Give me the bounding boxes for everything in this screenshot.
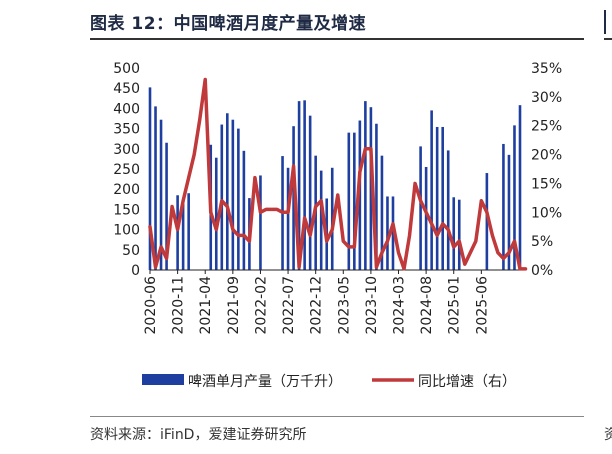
chart: 0 50 100 150 200 250 300 350 400 450 500 0% 5% 10% 15… bbox=[113, 61, 562, 390]
y-left-tick-label: 150 bbox=[113, 202, 140, 218]
bar bbox=[518, 105, 522, 270]
next-panel-source-edge: 资 bbox=[604, 427, 612, 442]
chart-title: 图表 12：中国啤酒月度产量及增速 bbox=[90, 14, 367, 34]
y-right-tick-label: 10% bbox=[531, 205, 562, 221]
bar bbox=[237, 128, 240, 270]
bar bbox=[380, 155, 384, 270]
bar bbox=[220, 124, 224, 270]
y-left-tick-label: 0 bbox=[131, 263, 140, 279]
source-note: 资料来源：iFinD，爱建证券研究所 bbox=[90, 427, 307, 443]
bar bbox=[303, 100, 306, 270]
x-tick-label: 2025-01 bbox=[447, 276, 463, 335]
bar bbox=[214, 157, 218, 270]
x-axis-ticks: 2020-06 2020-11 2021-04 2021-09 2022-02 2022-… bbox=[143, 270, 490, 335]
bar bbox=[159, 119, 163, 271]
x-tick-label: 2024-08 bbox=[419, 276, 435, 335]
bar bbox=[165, 142, 168, 270]
bar bbox=[319, 170, 323, 270]
bar bbox=[386, 196, 389, 270]
y-left-tick-label: 300 bbox=[113, 142, 140, 158]
growth-line bbox=[148, 77, 528, 271]
y-left-tick-label: 100 bbox=[113, 223, 140, 239]
x-tick-label: 2023-10 bbox=[364, 276, 380, 335]
bar bbox=[424, 166, 428, 270]
bar bbox=[242, 150, 246, 270]
y-left-tick-label: 50 bbox=[122, 243, 140, 259]
bar bbox=[457, 199, 461, 270]
y-right-tick-label: 20% bbox=[531, 148, 562, 164]
bar-series bbox=[148, 87, 522, 271]
y-right-tick-label: 35% bbox=[531, 61, 562, 77]
legend-bar-swatch bbox=[142, 374, 184, 385]
title-bar: 图表 12：中国啤酒月度产量及增速 bbox=[90, 6, 584, 40]
bar bbox=[297, 101, 301, 270]
y-right-tick-label: 25% bbox=[531, 119, 562, 135]
y-right-tick-label: 30% bbox=[531, 90, 562, 106]
y-left-tick-label: 500 bbox=[113, 61, 140, 77]
bar bbox=[452, 197, 456, 270]
x-tick-label: 2021-09 bbox=[226, 276, 242, 335]
bar bbox=[148, 87, 152, 270]
bar bbox=[259, 175, 262, 270]
bar bbox=[485, 173, 489, 270]
bar bbox=[347, 132, 351, 270]
bar bbox=[446, 150, 450, 270]
next-panel-edge bbox=[604, 10, 612, 34]
y-right-tick-label: 5% bbox=[531, 234, 553, 250]
x-tick-label: 2020-06 bbox=[143, 276, 159, 335]
bar bbox=[441, 126, 444, 270]
y-left-tick-label: 350 bbox=[113, 122, 140, 138]
x-tick-label: 2020-11 bbox=[171, 276, 187, 335]
bar bbox=[308, 115, 312, 270]
next-panel-rule bbox=[604, 38, 612, 40]
x-tick-label: 2022-02 bbox=[253, 276, 269, 335]
bar bbox=[286, 167, 290, 270]
bar bbox=[430, 110, 433, 270]
legend-line-label: 同比增速（右） bbox=[418, 374, 516, 390]
y-axis-left: 0 50 100 150 200 250 300 350 400 450 500 bbox=[113, 61, 140, 279]
x-tick-label: 2021-04 bbox=[198, 276, 214, 335]
x-tick-label: 2025-06 bbox=[474, 276, 490, 335]
y-left-tick-label: 200 bbox=[113, 182, 140, 198]
y-right-tick-label: 0% bbox=[531, 263, 553, 279]
legend: 啤酒单月产量（万千升） 同比增速（右） bbox=[142, 374, 516, 390]
y-left-tick-label: 250 bbox=[113, 162, 140, 178]
bar bbox=[507, 154, 511, 270]
y-axis-right: 0% 5% 10% 15% 20% 25% 30% 35% bbox=[531, 61, 562, 279]
bar bbox=[231, 119, 235, 271]
y-right-tick-label: 15% bbox=[531, 176, 562, 192]
bar bbox=[353, 132, 356, 270]
y-left-tick-label: 400 bbox=[113, 101, 140, 117]
bar bbox=[391, 196, 395, 270]
bar bbox=[176, 195, 179, 270]
source-divider bbox=[90, 416, 584, 417]
legend-bar-label: 啤酒单月产量（万千升） bbox=[188, 374, 342, 390]
bar bbox=[181, 203, 185, 270]
bar bbox=[154, 106, 157, 270]
bar bbox=[419, 146, 422, 270]
bar bbox=[375, 123, 378, 270]
x-tick-label: 2023-05 bbox=[336, 276, 352, 335]
x-tick-label: 2022-12 bbox=[309, 276, 325, 335]
bar bbox=[187, 193, 190, 270]
bar bbox=[364, 101, 367, 270]
x-tick-label: 2024-03 bbox=[392, 276, 408, 335]
bar bbox=[435, 126, 439, 270]
bar bbox=[502, 143, 505, 270]
x-tick-label: 2022-07 bbox=[281, 276, 297, 335]
bar bbox=[369, 107, 373, 270]
bar bbox=[226, 113, 229, 270]
y-left-tick-label: 450 bbox=[113, 81, 140, 97]
bar bbox=[513, 125, 516, 271]
